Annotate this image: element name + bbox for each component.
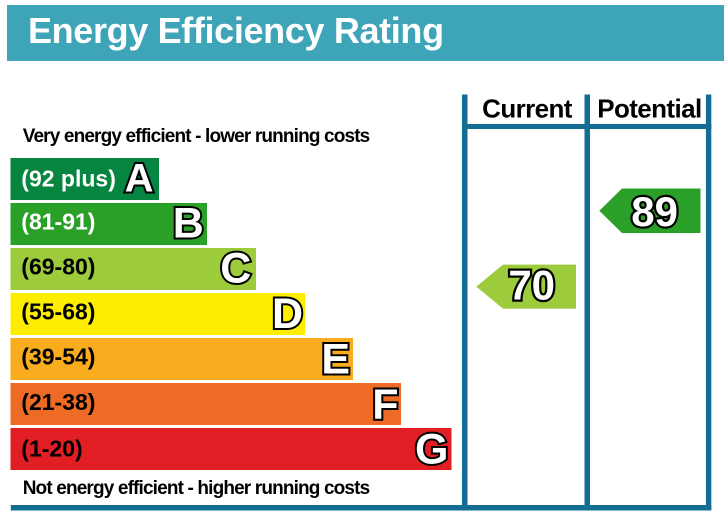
svg-text:B: B <box>173 200 204 248</box>
svg-text:C: C <box>220 245 251 293</box>
svg-text:(92 plus): (92 plus) <box>21 166 116 192</box>
svg-text:Energy Efficiency Rating: Energy Efficiency Rating <box>28 10 444 51</box>
svg-text:(1-20): (1-20) <box>21 435 82 461</box>
svg-text:(69-80): (69-80) <box>21 254 95 280</box>
svg-text:A: A <box>125 156 154 200</box>
svg-text:G: G <box>415 425 448 473</box>
svg-text:D: D <box>272 290 303 338</box>
svg-text:Potential: Potential <box>597 94 701 124</box>
svg-text:Current: Current <box>482 94 573 124</box>
svg-text:89: 89 <box>631 188 678 235</box>
svg-text:Very energy efficient - lower: Very energy efficient - lower running co… <box>23 126 370 147</box>
svg-text:70: 70 <box>508 262 555 309</box>
svg-text:E: E <box>321 336 350 384</box>
svg-text:(81-91): (81-91) <box>21 208 95 234</box>
svg-text:(55-68): (55-68) <box>21 299 95 325</box>
svg-text:F: F <box>372 381 398 429</box>
svg-text:(39-54): (39-54) <box>21 344 95 370</box>
svg-text:(21-38): (21-38) <box>21 389 95 415</box>
svg-text:Not energy efficient - higher: Not energy efficient - higher running co… <box>23 478 370 499</box>
